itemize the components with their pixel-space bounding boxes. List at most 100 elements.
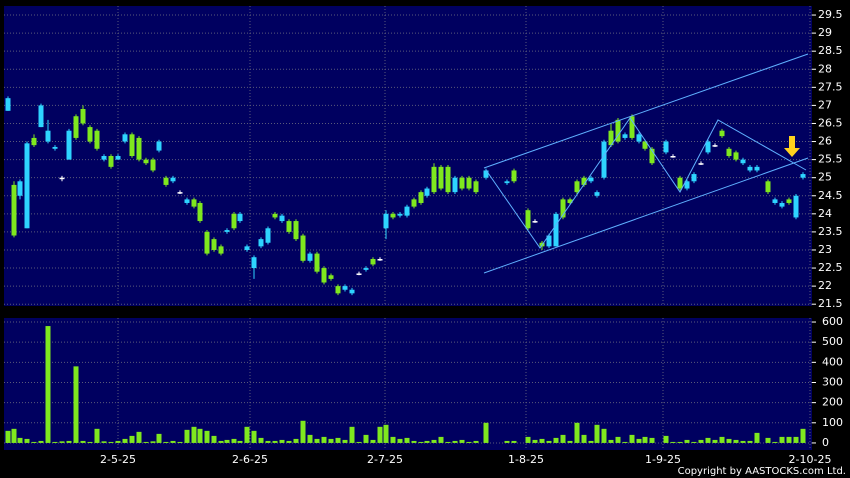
candle-body [712, 145, 718, 147]
y-tick-label: 24.5 [818, 189, 843, 202]
candle-body [300, 235, 306, 261]
x-tick-label: 1-9-25 [645, 453, 681, 466]
y-tick-label: 25.5 [818, 153, 843, 166]
volume-bar [504, 440, 510, 443]
volume-bar [424, 440, 430, 443]
x-tick-label: 2-5-25 [100, 453, 136, 466]
candle-body [31, 137, 37, 146]
volume-bar [622, 441, 628, 443]
volume-bar [122, 438, 128, 443]
volume-bar [418, 441, 424, 443]
volume-tick-label: 100 [822, 416, 843, 429]
volume-bar [705, 437, 711, 443]
candle-body [87, 127, 93, 142]
candle-body [328, 275, 334, 279]
volume-bar [363, 434, 369, 443]
volume-bar [404, 437, 410, 443]
candle-body [45, 130, 51, 142]
volume-bar [525, 436, 531, 443]
candle-body [466, 177, 472, 189]
annotations [483, 53, 809, 274]
y-tick-label: 24 [818, 207, 832, 220]
volume-bar [335, 437, 341, 443]
volume-bar [177, 441, 183, 443]
candle-body [80, 109, 86, 124]
y-tick-label: 28.5 [818, 44, 843, 57]
volume-bar [52, 441, 58, 443]
volume-bar [636, 438, 642, 443]
candle-body [163, 177, 169, 185]
y-tick-label: 26 [818, 135, 832, 148]
arrow [784, 136, 800, 157]
candle-body [431, 166, 437, 193]
volume-bar [483, 422, 489, 443]
volume-bar [452, 440, 458, 443]
volume-bar [136, 431, 142, 443]
candle-body [733, 152, 739, 160]
candle-body [129, 134, 135, 156]
candle-body [5, 98, 11, 111]
x-tick-label: 2-10-25 [789, 453, 832, 466]
channel-lower [483, 157, 809, 274]
volume-bar [733, 439, 739, 443]
candle-body [511, 170, 517, 182]
candle-body [677, 177, 683, 189]
candle-body [719, 130, 725, 137]
candle-body [608, 130, 614, 146]
volume-bar [31, 441, 37, 443]
candle-body [705, 141, 711, 153]
candle-body [177, 192, 183, 194]
volume-tick-label: 600 [822, 315, 843, 328]
volume-bar [390, 436, 396, 443]
volume-bar [163, 441, 169, 443]
volume-bar [445, 441, 451, 443]
volume-bar [94, 428, 100, 443]
volume-bar [356, 441, 362, 443]
volume-bar [615, 436, 621, 443]
candle-body [94, 130, 100, 149]
candle-body [438, 166, 444, 189]
volume-bar [286, 440, 292, 443]
volume-bar [473, 440, 479, 443]
volume-bar [459, 439, 465, 443]
candle-body [473, 181, 479, 193]
volume-bar [754, 432, 760, 443]
volume-bar [581, 434, 587, 443]
volume-bar [251, 430, 257, 443]
volume-bar [546, 440, 552, 443]
volume-bar [314, 438, 320, 443]
volume-bar [224, 439, 230, 443]
candle-body [793, 195, 799, 218]
volume-bar [101, 441, 107, 443]
candle-body [191, 199, 197, 207]
candle-body [560, 199, 566, 218]
candle-body [622, 134, 628, 138]
volume-bar [293, 438, 299, 443]
candle-body [258, 239, 264, 247]
candle-body [73, 116, 79, 138]
volume-bar [747, 440, 753, 443]
volume-bar [197, 428, 203, 443]
y-tick-label: 26.5 [818, 116, 843, 129]
volume-bar [300, 420, 306, 443]
y-tick-label: 23 [818, 243, 832, 256]
candle-body [356, 273, 362, 275]
candle-body [772, 199, 778, 203]
volume-bar [321, 436, 327, 443]
candle-body [211, 239, 217, 250]
candle-body [483, 170, 489, 178]
y-tick-label: 27 [818, 98, 832, 111]
volume-bar [786, 436, 792, 443]
candle-body [286, 221, 292, 232]
volume-bar [191, 426, 197, 443]
volume-bar [377, 426, 383, 443]
volume-bar [59, 441, 65, 443]
candle-body [418, 192, 424, 203]
candle-body [231, 213, 237, 229]
volume-bar [279, 439, 285, 443]
candle-body [184, 199, 190, 203]
candle-body [786, 199, 792, 203]
candle-body [143, 159, 149, 164]
price-panel [4, 6, 812, 306]
candle-body [747, 166, 753, 171]
